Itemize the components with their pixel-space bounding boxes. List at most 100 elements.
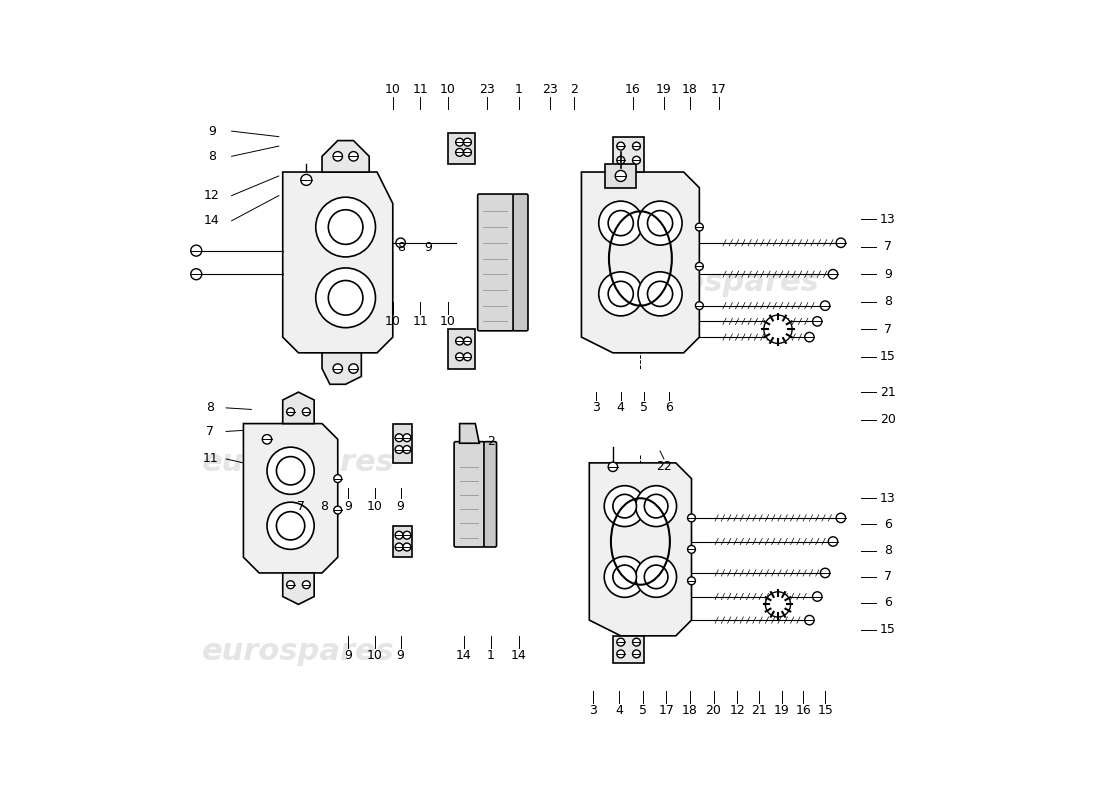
Polygon shape — [283, 573, 315, 604]
Text: 14: 14 — [510, 649, 527, 662]
Circle shape — [613, 494, 637, 518]
Circle shape — [604, 486, 645, 526]
Text: 9: 9 — [397, 649, 405, 662]
Text: 9: 9 — [344, 500, 352, 513]
Circle shape — [455, 353, 463, 361]
Circle shape — [190, 245, 201, 256]
Text: 18: 18 — [682, 83, 697, 96]
Circle shape — [828, 270, 838, 279]
Circle shape — [302, 581, 310, 589]
Text: 9: 9 — [425, 241, 432, 254]
Circle shape — [190, 269, 201, 280]
Text: 17: 17 — [711, 83, 727, 96]
Text: 20: 20 — [880, 413, 896, 426]
Circle shape — [617, 650, 625, 658]
Text: 9: 9 — [208, 125, 216, 138]
FancyBboxPatch shape — [477, 194, 514, 331]
Circle shape — [333, 151, 342, 161]
Text: 15: 15 — [880, 350, 896, 363]
Text: 21: 21 — [751, 704, 767, 717]
Circle shape — [333, 364, 342, 374]
Circle shape — [688, 546, 695, 554]
Circle shape — [455, 149, 463, 156]
Polygon shape — [393, 526, 412, 558]
Text: 10: 10 — [366, 500, 383, 513]
Text: 9: 9 — [884, 268, 892, 281]
Circle shape — [287, 408, 295, 416]
Circle shape — [813, 317, 822, 326]
Circle shape — [403, 446, 411, 454]
Text: 1: 1 — [515, 83, 522, 96]
Text: 23: 23 — [542, 83, 558, 96]
Circle shape — [617, 638, 625, 646]
Text: 1: 1 — [487, 649, 495, 662]
Circle shape — [262, 434, 272, 444]
Circle shape — [403, 434, 411, 442]
Circle shape — [766, 592, 791, 617]
FancyBboxPatch shape — [484, 442, 496, 547]
Text: 10: 10 — [385, 83, 400, 96]
Circle shape — [638, 272, 682, 316]
Text: 19: 19 — [656, 83, 672, 96]
Text: 10: 10 — [366, 649, 383, 662]
Text: 8: 8 — [884, 545, 892, 558]
FancyBboxPatch shape — [454, 442, 485, 547]
Text: 7: 7 — [884, 322, 892, 336]
Text: 11: 11 — [412, 83, 428, 96]
Circle shape — [695, 223, 703, 231]
Text: 10: 10 — [440, 83, 455, 96]
Circle shape — [395, 446, 403, 454]
Circle shape — [598, 272, 642, 316]
Circle shape — [617, 156, 625, 164]
Polygon shape — [448, 133, 475, 164]
Text: 10: 10 — [385, 315, 400, 328]
Text: 7: 7 — [207, 425, 215, 438]
Text: eurospares: eurospares — [202, 637, 395, 666]
Circle shape — [836, 514, 846, 522]
Text: 15: 15 — [880, 623, 896, 636]
Circle shape — [455, 138, 463, 146]
Text: 6: 6 — [666, 402, 673, 414]
Circle shape — [763, 315, 792, 343]
Text: 21: 21 — [880, 386, 895, 398]
Polygon shape — [283, 392, 315, 423]
Text: 8: 8 — [207, 402, 215, 414]
Circle shape — [648, 282, 672, 306]
Text: 13: 13 — [880, 492, 895, 505]
Text: 9: 9 — [397, 500, 405, 513]
Circle shape — [828, 537, 838, 546]
Circle shape — [613, 565, 637, 589]
Text: 16: 16 — [625, 83, 640, 96]
Circle shape — [608, 210, 634, 236]
Polygon shape — [243, 423, 338, 573]
Circle shape — [632, 638, 640, 646]
Text: 8: 8 — [320, 500, 329, 513]
Circle shape — [349, 364, 359, 374]
Circle shape — [316, 197, 375, 257]
Text: 5: 5 — [640, 402, 648, 414]
Circle shape — [638, 201, 682, 245]
Circle shape — [648, 210, 672, 236]
Circle shape — [836, 238, 846, 247]
Polygon shape — [460, 423, 480, 443]
Text: 6: 6 — [884, 596, 892, 610]
Circle shape — [287, 581, 295, 589]
Text: eurospares: eurospares — [627, 267, 820, 297]
Text: 14: 14 — [205, 214, 220, 227]
Polygon shape — [582, 172, 700, 353]
Polygon shape — [393, 423, 412, 463]
Circle shape — [688, 577, 695, 585]
Circle shape — [333, 474, 342, 482]
Text: 12: 12 — [205, 189, 220, 202]
Circle shape — [328, 210, 363, 244]
Circle shape — [463, 138, 472, 146]
Circle shape — [608, 462, 617, 471]
Text: 17: 17 — [659, 704, 674, 717]
Text: 16: 16 — [795, 704, 811, 717]
Circle shape — [333, 506, 342, 514]
Circle shape — [615, 170, 626, 182]
Circle shape — [300, 174, 311, 186]
Text: 3: 3 — [592, 402, 600, 414]
Circle shape — [636, 486, 676, 526]
Circle shape — [695, 302, 703, 310]
